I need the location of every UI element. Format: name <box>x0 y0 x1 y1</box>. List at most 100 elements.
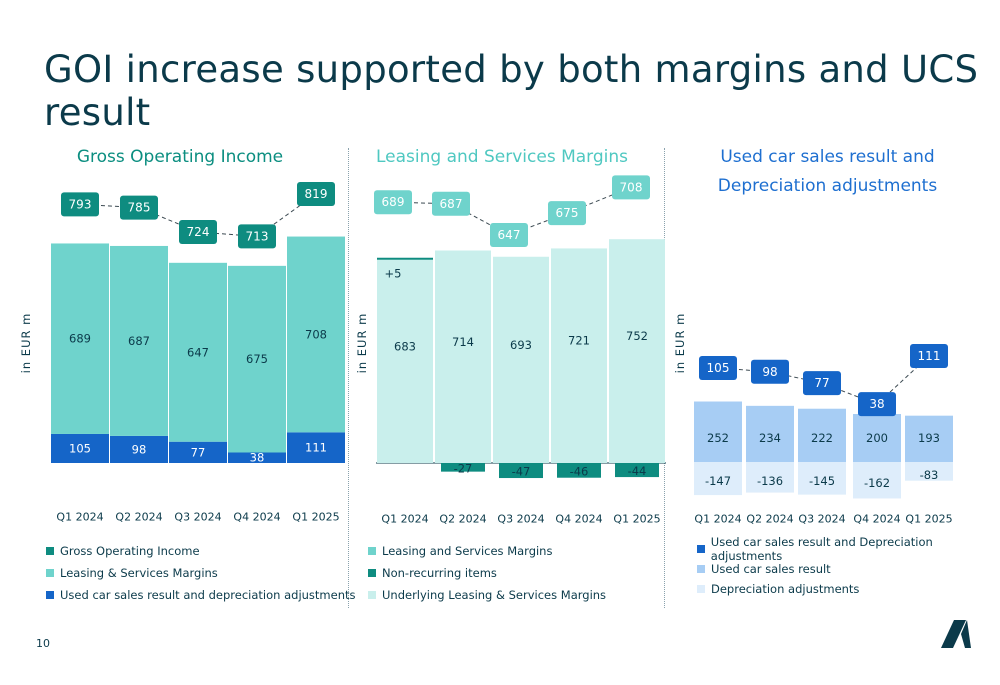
lsm-total-label: 647 <box>498 228 521 242</box>
goi-legend: Gross Operating Income Leasing & Service… <box>46 540 356 606</box>
ucs-total-badge <box>803 371 841 396</box>
lsm-total-label: 675 <box>556 206 579 220</box>
legend-label: Leasing & Services Margins <box>60 566 218 580</box>
ucs-depreciation-bar <box>853 462 901 499</box>
lsm-nonrecurring-value-label: -27 <box>454 461 473 475</box>
lsm-underlying-value-label: 683 <box>394 339 416 353</box>
legend-swatch <box>697 565 705 573</box>
lsm-total-badge <box>490 223 528 247</box>
goi-ucs-bar <box>169 441 227 463</box>
legend-swatch <box>368 591 376 599</box>
goi-y-axis-title: in EUR m <box>19 313 33 374</box>
ucs-total-badge <box>699 356 737 380</box>
legend-item: Depreciation adjustments <box>697 579 1000 599</box>
ucs-total-label: 111 <box>918 349 941 363</box>
ucs-total-badge <box>751 359 789 384</box>
lsm-total-badge <box>374 190 412 215</box>
goi-lsm-value-label: 708 <box>305 327 327 341</box>
ucs-depreciation-bar <box>694 462 742 496</box>
ucs-total-badge <box>858 392 896 417</box>
ucs-depreciation-value-label: -145 <box>809 474 835 488</box>
ucs-result-bar <box>746 405 794 462</box>
goi-x-tick-label: Q1 2025 <box>292 511 339 524</box>
lsm-underlying-value-label: 721 <box>568 334 590 348</box>
ucs-depreciation-bar <box>798 462 846 495</box>
goi-ucs-value-label: 105 <box>69 441 91 455</box>
ucs-result-bar <box>798 408 846 462</box>
ucs-total-label: 105 <box>707 361 730 375</box>
lsm-chart-title: Leasing and Services Margins <box>376 147 628 167</box>
ucs-total-label: 98 <box>762 365 777 379</box>
ucs-result-bar <box>694 401 742 462</box>
ucs-x-tick-label: Q1 2024 <box>694 513 741 526</box>
ucs-result-value-label: 222 <box>811 431 833 445</box>
legend-item: Used car sales result <box>697 559 1000 579</box>
lsm-y-axis-title: in EUR m <box>355 313 369 374</box>
legend-swatch <box>697 585 705 593</box>
goi-total-badge <box>238 224 276 249</box>
lsm-x-tick-label: Q1 2024 <box>381 513 428 526</box>
ucs-result-bar <box>853 414 901 462</box>
goi-total-label: 724 <box>187 225 210 239</box>
goi-lsm-value-label: 687 <box>128 334 150 348</box>
lsm-nonrecurring-bar <box>557 463 601 478</box>
ucs-result-value-label: 252 <box>707 431 729 445</box>
lsm-nonrecurring-value-label: -46 <box>570 464 589 478</box>
goi-lsm-bar <box>110 245 168 436</box>
ucs-total-label: 77 <box>814 376 829 390</box>
lsm-total-label: 689 <box>382 195 405 209</box>
goi-chart-title: Gross Operating Income <box>76 147 284 167</box>
lsm-x-tick-label: Q4 2024 <box>555 513 602 526</box>
legend-label: Non-recurring items <box>382 566 497 580</box>
legend-item: Used car sales result and Depreciation a… <box>697 535 1000 563</box>
goi-ucs-value-label: 77 <box>191 445 206 459</box>
goi-total-label: 713 <box>246 229 269 243</box>
ucs-depreciation-value-label: -136 <box>757 474 783 488</box>
company-logo-icon <box>941 620 971 648</box>
legend-item: Gross Operating Income <box>46 540 356 562</box>
goi-ucs-bar <box>228 452 286 463</box>
legend-label: Gross Operating Income <box>60 544 200 558</box>
ucs-result-value-label: 200 <box>866 431 888 445</box>
legend-item: Used car sales result and depreciation a… <box>46 584 356 606</box>
ucs-x-tick-label: Q1 2025 <box>905 513 952 526</box>
lsm-total-badge <box>548 201 586 226</box>
lsm-x-tick-label: Q1 2025 <box>613 513 660 526</box>
lsm-nonrecurring-bar <box>615 463 659 478</box>
goi-ucs-bar <box>51 433 109 463</box>
ucs-y-axis-title: in EUR m <box>673 313 687 374</box>
goi-x-tick-label: Q1 2024 <box>56 511 103 524</box>
goi-lsm-value-label: 675 <box>246 352 268 366</box>
ucs-chart-title: Used car sales result and Depreciation ad… <box>690 143 965 201</box>
legend-label: Used car sales result and Depreciation a… <box>710 535 933 563</box>
goi-ucs-value-label: 111 <box>305 441 327 455</box>
legend-swatch <box>697 545 705 553</box>
lsm-underlying-bar <box>609 239 665 463</box>
goi-ucs-bar <box>287 432 345 463</box>
legend-item: Underlying Leasing & Services Margins <box>368 584 606 606</box>
legend-swatch <box>46 569 54 577</box>
lsm-x-tick-label: Q3 2024 <box>497 513 544 526</box>
goi-total-badge <box>179 220 217 244</box>
lsm-total-line <box>392 186 632 236</box>
legend-label: Used car sales result <box>711 562 831 576</box>
lsm-nonrecurring-value-label: -44 <box>628 464 647 478</box>
panel-divider <box>348 148 349 608</box>
lsm-total-label: 708 <box>620 180 643 194</box>
lsm-underlying-bar <box>435 250 491 463</box>
ucs-depreciation-value-label: -162 <box>864 476 890 490</box>
goi-lsm-bar <box>228 265 286 453</box>
legend-item: Non-recurring items <box>368 562 606 584</box>
goi-lsm-bar <box>51 243 109 434</box>
legend-label: Depreciation adjustments <box>711 582 860 596</box>
ucs-title-line-1: Used car sales result and <box>720 147 935 167</box>
lsm-underlying-value-label: 693 <box>510 338 532 352</box>
lsm-total-badge <box>432 191 470 216</box>
ucs-result-value-label: 234 <box>759 431 781 445</box>
ucs-x-tick-label: Q2 2024 <box>746 513 793 526</box>
goi-x-tick-label: Q4 2024 <box>233 511 280 524</box>
goi-total-label: 785 <box>128 201 151 215</box>
goi-lsm-value-label: 689 <box>69 332 91 346</box>
legend-swatch <box>46 591 54 599</box>
